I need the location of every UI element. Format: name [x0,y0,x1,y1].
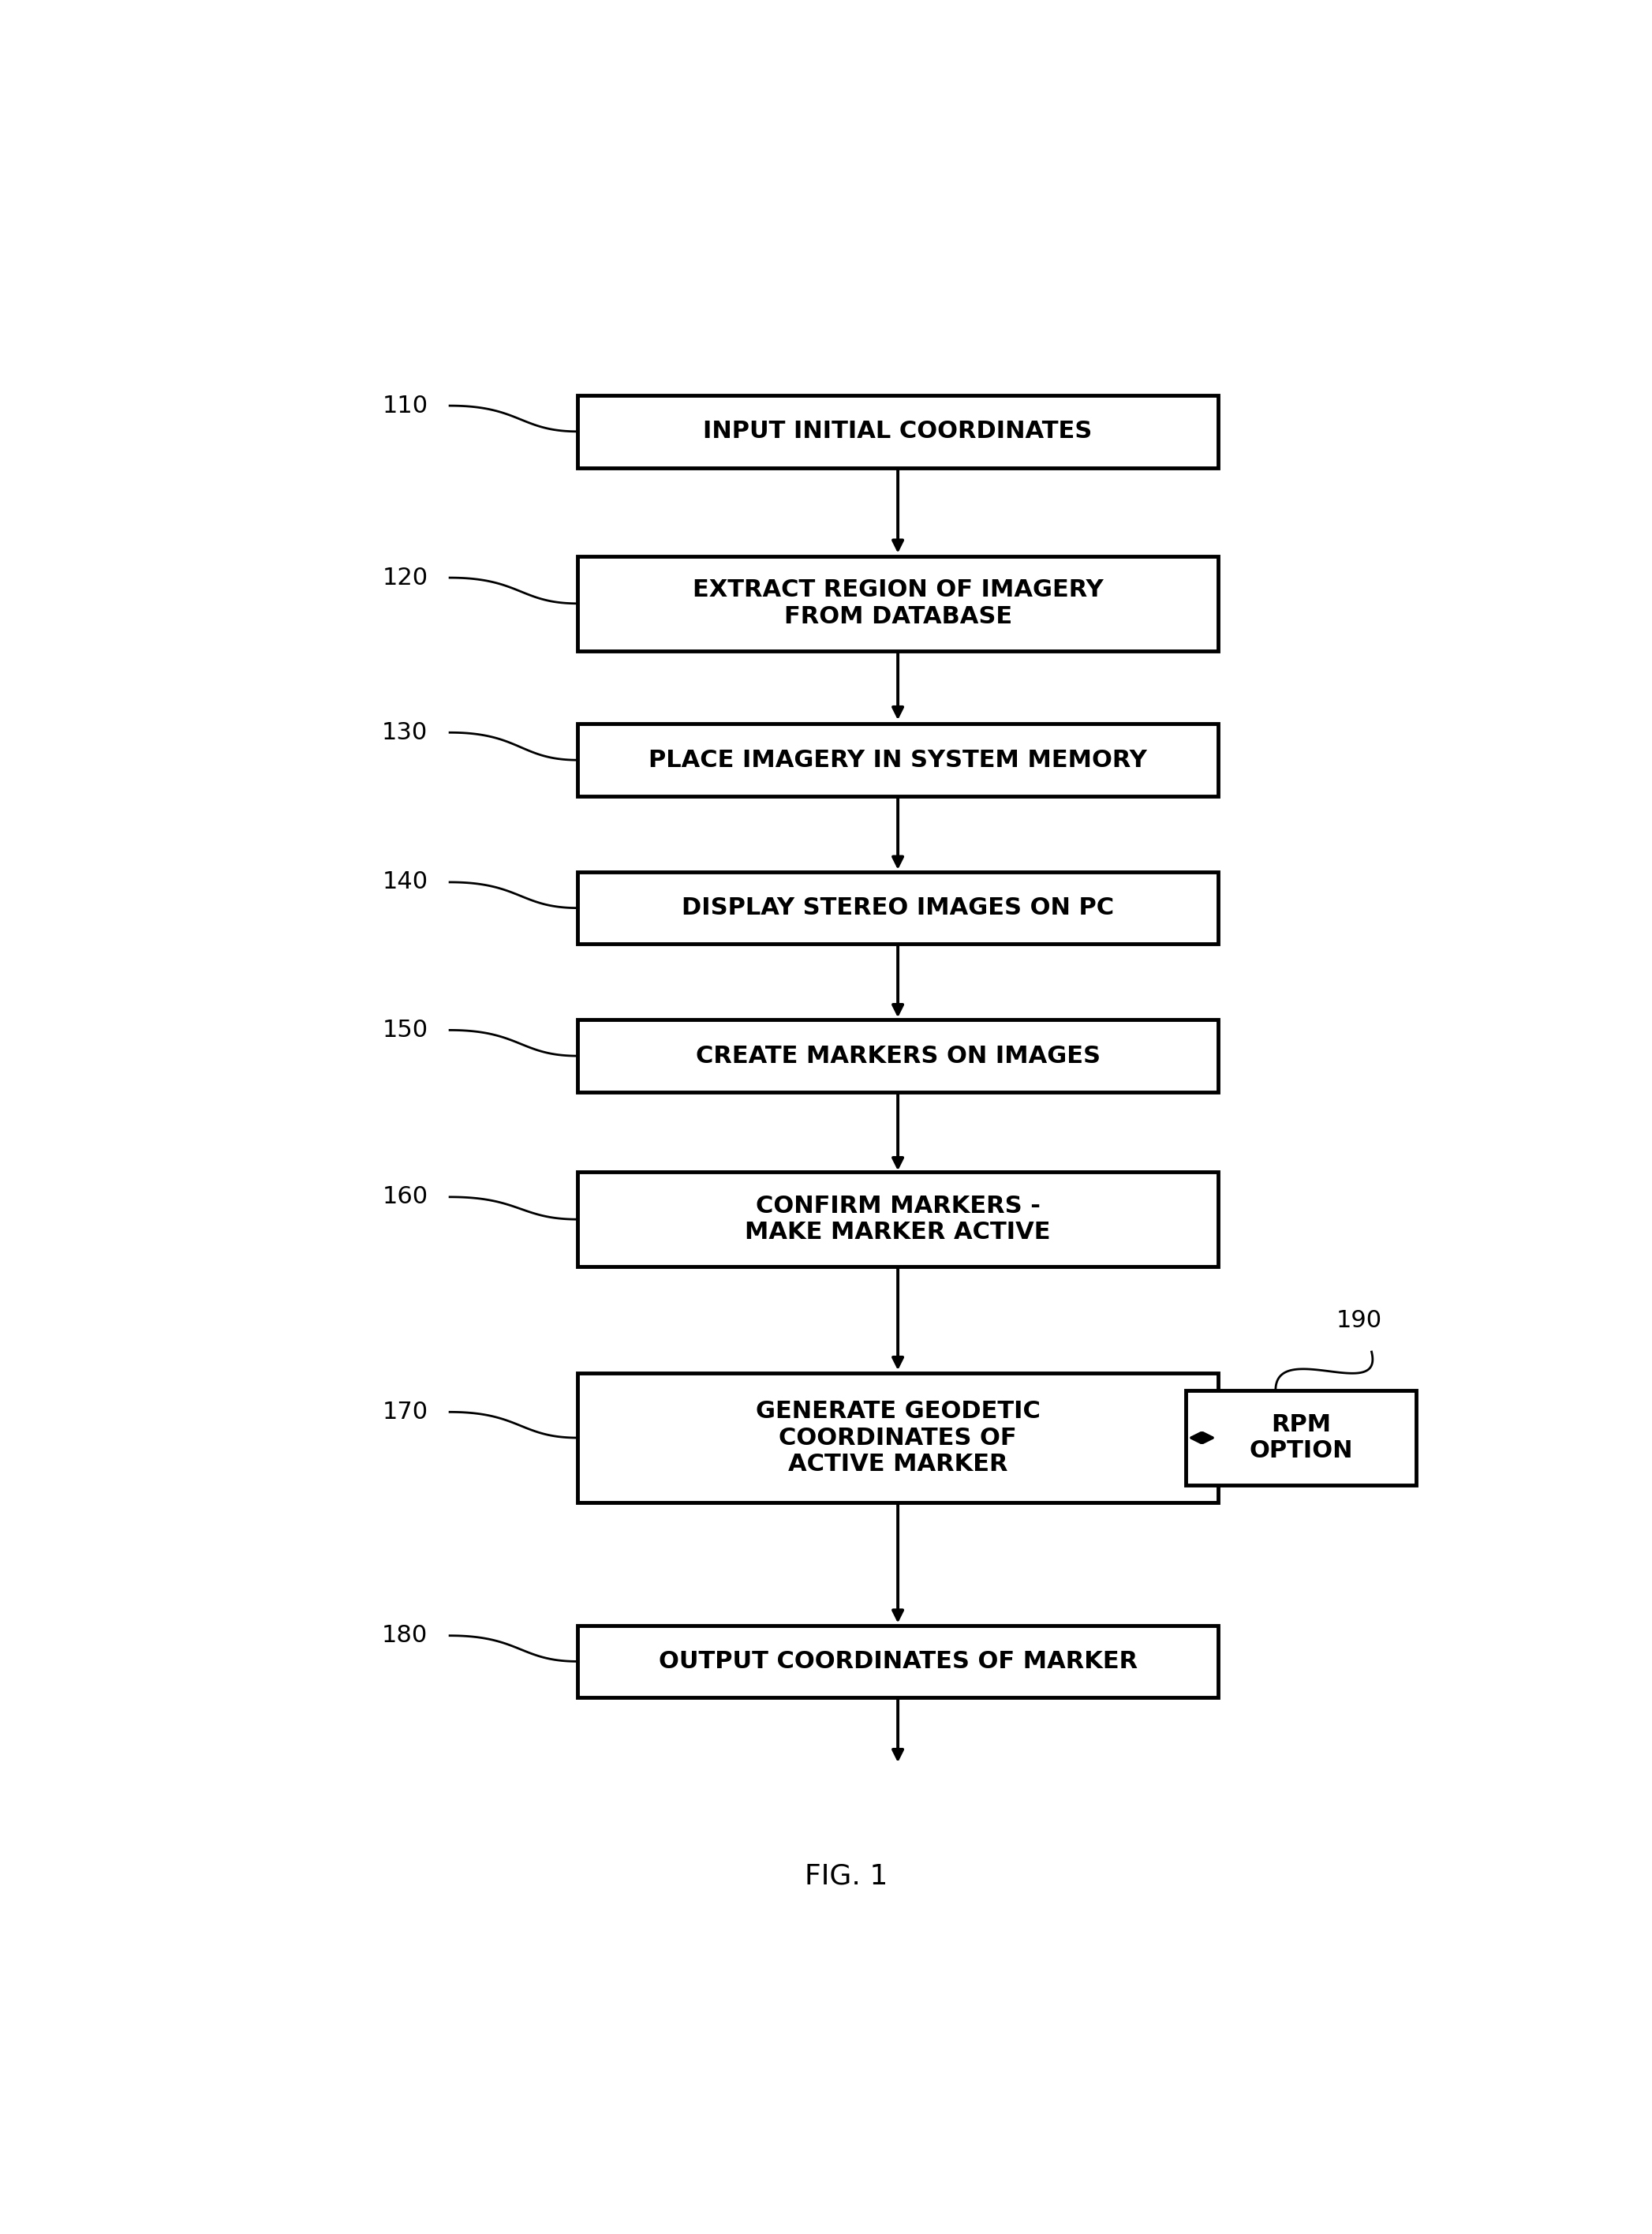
FancyBboxPatch shape [1186,1390,1416,1486]
FancyBboxPatch shape [578,1626,1218,1698]
FancyBboxPatch shape [578,1019,1218,1092]
FancyBboxPatch shape [578,556,1218,650]
Text: EXTRACT REGION OF IMAGERY
FROM DATABASE: EXTRACT REGION OF IMAGERY FROM DATABASE [692,579,1104,628]
Text: 160: 160 [382,1186,428,1209]
Text: DISPLAY STEREO IMAGES ON PC: DISPLAY STEREO IMAGES ON PC [682,896,1113,920]
Text: FIG. 1: FIG. 1 [805,1863,889,1890]
Text: 110: 110 [382,393,428,418]
Text: 180: 180 [382,1624,428,1646]
FancyBboxPatch shape [578,395,1218,467]
Text: 120: 120 [382,565,428,590]
FancyBboxPatch shape [578,724,1218,795]
Text: RPM
OPTION: RPM OPTION [1249,1414,1353,1463]
Text: 170: 170 [382,1401,428,1423]
FancyBboxPatch shape [578,1173,1218,1267]
Text: 130: 130 [382,722,428,744]
Text: 150: 150 [382,1019,428,1041]
Text: CONFIRM MARKERS -
MAKE MARKER ACTIVE: CONFIRM MARKERS - MAKE MARKER ACTIVE [745,1195,1051,1244]
Text: INPUT INITIAL COORDINATES: INPUT INITIAL COORDINATES [704,420,1092,442]
Text: CREATE MARKERS ON IMAGES: CREATE MARKERS ON IMAGES [695,1046,1100,1068]
Text: OUTPUT COORDINATES OF MARKER: OUTPUT COORDINATES OF MARKER [659,1651,1137,1673]
Text: 190: 190 [1336,1309,1381,1331]
FancyBboxPatch shape [578,1374,1218,1501]
Text: PLACE IMAGERY IN SYSTEM MEMORY: PLACE IMAGERY IN SYSTEM MEMORY [649,748,1146,771]
FancyBboxPatch shape [578,871,1218,945]
Text: GENERATE GEODETIC
COORDINATES OF
ACTIVE MARKER: GENERATE GEODETIC COORDINATES OF ACTIVE … [755,1401,1041,1477]
Text: 140: 140 [382,871,428,894]
